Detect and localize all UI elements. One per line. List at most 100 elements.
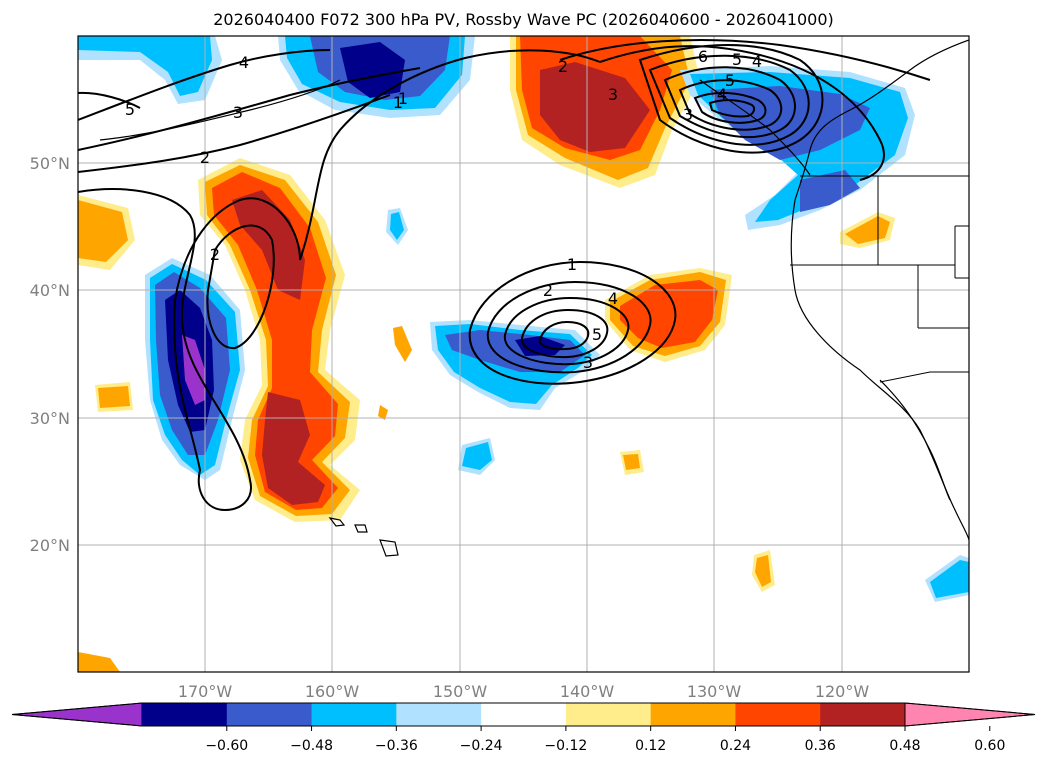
colorbar-tick-label: −0.36 — [375, 738, 418, 754]
tiny-cyan-3b — [930, 560, 969, 598]
colorbar-tick-label: 0.36 — [805, 738, 836, 754]
colorbar-tick-label: −0.12 — [544, 738, 587, 754]
contour-label: 3 — [583, 353, 593, 372]
blob-c-red — [620, 280, 718, 348]
contour-label: 3 — [683, 105, 693, 124]
blob-n-navy — [340, 42, 405, 98]
colorbar-tick-label: −0.60 — [205, 738, 248, 754]
map-title: 2026040400 F072 300 hPa PV, Rossby Wave … — [213, 10, 834, 29]
tiny-orange-2 — [378, 405, 388, 420]
colorbar-tick-label: −0.24 — [460, 738, 503, 754]
contour-ne-7 — [599, 45, 885, 181]
coast-north-america — [790, 39, 969, 541]
contour-label: 5 — [732, 50, 742, 69]
lon-label: 130°W — [687, 682, 742, 701]
colorbar-segment — [565, 703, 652, 726]
colorbar-extend-high — [904, 702, 1036, 727]
colorbar-segment — [481, 703, 567, 726]
aleutians — [99, 79, 341, 141]
lon-labels: 170°W 160°W 150°W 140°W 130°W 120°W — [178, 682, 870, 701]
colorbar-segment — [650, 703, 736, 726]
contour-label: 1 — [398, 89, 408, 108]
colorbar-segment — [311, 703, 397, 726]
lon-label: 160°W — [305, 682, 360, 701]
colorbar-segment — [820, 703, 906, 726]
hawaii-1 — [328, 517, 346, 527]
contour-label: 4 — [239, 53, 249, 72]
colorbar-extend-low — [11, 702, 143, 727]
coast-baja — [879, 379, 951, 501]
contour-c-5 — [538, 320, 590, 351]
contour-4-nw — [78, 49, 331, 121]
contour-label: 5 — [592, 325, 602, 344]
contour-label: 4 — [717, 85, 727, 104]
blob-e-blue2 — [800, 170, 860, 212]
contour-label: 4 — [752, 52, 762, 71]
contour-c-3 — [503, 296, 630, 366]
contour-label: 3 — [608, 85, 618, 104]
bottom-left-orange — [78, 652, 120, 672]
contour-c-4 — [520, 308, 609, 359]
colorbar-tick-label: 0.12 — [635, 738, 666, 754]
contour-2-nw — [78, 94, 391, 173]
contour-label: 2 — [543, 281, 553, 300]
contour-ne-3 — [663, 66, 796, 138]
contour-c-1 — [468, 260, 677, 385]
tiny-orange-1 — [393, 326, 412, 362]
colorbar: −0.60 −0.48 −0.36 −0.24 −0.12 0.12 0.24 0.36 0.4… — [11, 702, 1036, 754]
lat-label: 40°N — [30, 281, 70, 300]
colorbar-segment — [142, 703, 228, 726]
band-w-dark1 — [232, 190, 305, 300]
blob-wl-orange — [98, 386, 130, 408]
contour-label: 3 — [233, 103, 243, 122]
lon-label: 150°W — [433, 682, 488, 701]
lat-label: 50°N — [30, 154, 70, 173]
map-frame — [77, 35, 970, 673]
contour-ne-1 — [638, 44, 824, 154]
hawaii-3 — [379, 539, 399, 557]
tiny-cyan-1b — [390, 212, 404, 240]
colorbar-tick-label: 0.24 — [720, 738, 751, 754]
contour-ne-2 — [648, 54, 810, 146]
lat-label: 30°N — [30, 409, 70, 428]
colorbar-segment — [396, 703, 482, 726]
blob-w-orange — [78, 200, 128, 262]
tiny-cyan-2b — [462, 442, 492, 470]
contour-label: 2 — [210, 245, 220, 264]
hawaii-2 — [354, 524, 368, 533]
lat-label: 20°N — [30, 536, 70, 555]
contour-label: 2 — [200, 148, 210, 167]
band-w-dark2 — [262, 392, 325, 505]
lat-labels: 50°N 40°N 30°N 20°N — [30, 154, 70, 555]
border-layer — [790, 175, 969, 383]
contour-3-nw — [78, 67, 421, 151]
blob-nw-cyan — [78, 36, 212, 96]
tiny-orange-3b — [623, 454, 640, 470]
lon-label: 140°W — [560, 682, 615, 701]
colorbar-segment — [226, 703, 313, 726]
contour-labels: 1 2 3 4 5 6 1 2 3 4 5 4 5 3 2 1 2 3 4 5 — [125, 47, 762, 372]
contour-label: 6 — [698, 47, 708, 66]
contour-ne-5 — [693, 91, 767, 124]
contour-ne-4 — [678, 79, 783, 131]
blob-coast-orange2 — [845, 216, 890, 244]
coastline-layer — [99, 39, 969, 557]
contour-label: 4 — [608, 289, 618, 308]
colorbar-tick-label: 0.48 — [889, 738, 920, 754]
grid-lines — [78, 36, 969, 672]
contour-ne-6 — [708, 99, 756, 118]
colorbar-segment — [735, 703, 821, 726]
contour-layer — [78, 39, 931, 512]
contour-label: 1 — [393, 93, 403, 112]
colorbar-tick-label: 0.60 — [974, 738, 1005, 754]
blob-ne-dark — [540, 62, 650, 152]
lon-label: 170°W — [178, 682, 233, 701]
contour-2-loop — [206, 224, 275, 350]
contour-label: 2 — [558, 57, 568, 76]
contour-ne-8 — [559, 39, 931, 81]
blob-c-navy — [515, 336, 565, 356]
contour-5-nw — [78, 91, 141, 109]
tiny-orange-4b — [755, 555, 771, 587]
contour-label: 5 — [725, 71, 735, 90]
